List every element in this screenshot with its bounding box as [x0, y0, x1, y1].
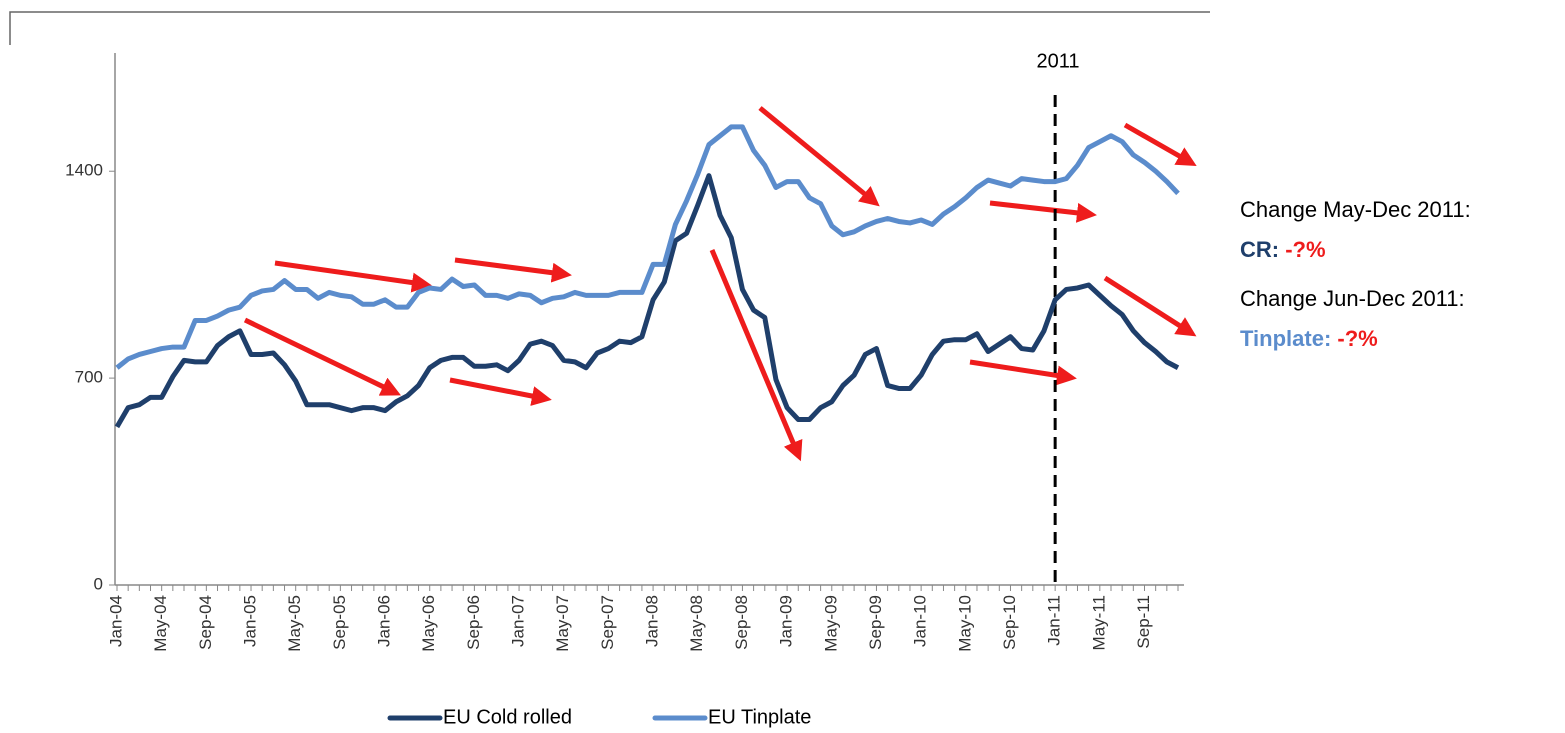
x-tick-label: Jan-05 [241, 595, 260, 647]
x-tick-label: Jan-11 [1045, 595, 1064, 646]
series-line [114, 173, 1180, 429]
x-tick-label: Jan-06 [375, 595, 394, 647]
x-tick-label: Sep-11 [1134, 595, 1153, 649]
x-tick-label: Sep-08 [732, 595, 751, 650]
annotation: CR: [1240, 237, 1279, 262]
y-tick-label: 0 [94, 574, 103, 593]
x-tick-label: Jan-08 [643, 595, 662, 647]
x-tick-label: May-05 [285, 595, 304, 652]
x-tick-label: Sep-05 [330, 595, 349, 650]
annotation: CR: -?% [1240, 237, 1326, 262]
series-line [115, 124, 1180, 370]
x-tick-label: May-10 [955, 595, 974, 652]
x-tick-label: Sep-07 [598, 595, 617, 650]
legend-label: EU Tinplate [708, 706, 811, 728]
x-tick-label: May-11 [1089, 595, 1108, 650]
annotation: Tinplate: [1240, 326, 1331, 351]
marker-label: 2011 [1036, 50, 1079, 72]
annotation: Change May-Dec 2011: [1240, 197, 1471, 222]
x-tick-label: May-09 [821, 595, 840, 652]
y-tick-label: 700 [75, 368, 103, 387]
x-tick-label: Sep-06 [464, 595, 483, 650]
x-tick-label: Jan-10 [911, 595, 930, 647]
x-tick-label: May-04 [151, 595, 170, 652]
annotation: -?% [1285, 237, 1325, 262]
x-tick-label: May-07 [553, 595, 572, 652]
annotation: Tinplate: -?% [1240, 326, 1378, 351]
arrows [243, 106, 1197, 462]
x-tick-label: Sep-10 [1000, 595, 1019, 650]
x-tick-label: Sep-09 [866, 595, 885, 650]
legend-label: EU Cold rolled [443, 706, 572, 728]
annotation: Change Jun-Dec 2011: [1240, 286, 1465, 311]
x-tick-label: Jan-07 [509, 595, 528, 647]
x-tick-label: Jan-04 [106, 595, 125, 647]
x-tick-label: Jan-09 [777, 595, 796, 647]
x-tick-label: May-06 [419, 595, 438, 652]
annotation: -?% [1337, 326, 1377, 351]
frame [9, 11, 1210, 45]
x-tick-label: May-08 [687, 595, 706, 652]
y-tick-label: 1400 [65, 161, 103, 180]
x-tick-label: Sep-04 [196, 595, 215, 650]
